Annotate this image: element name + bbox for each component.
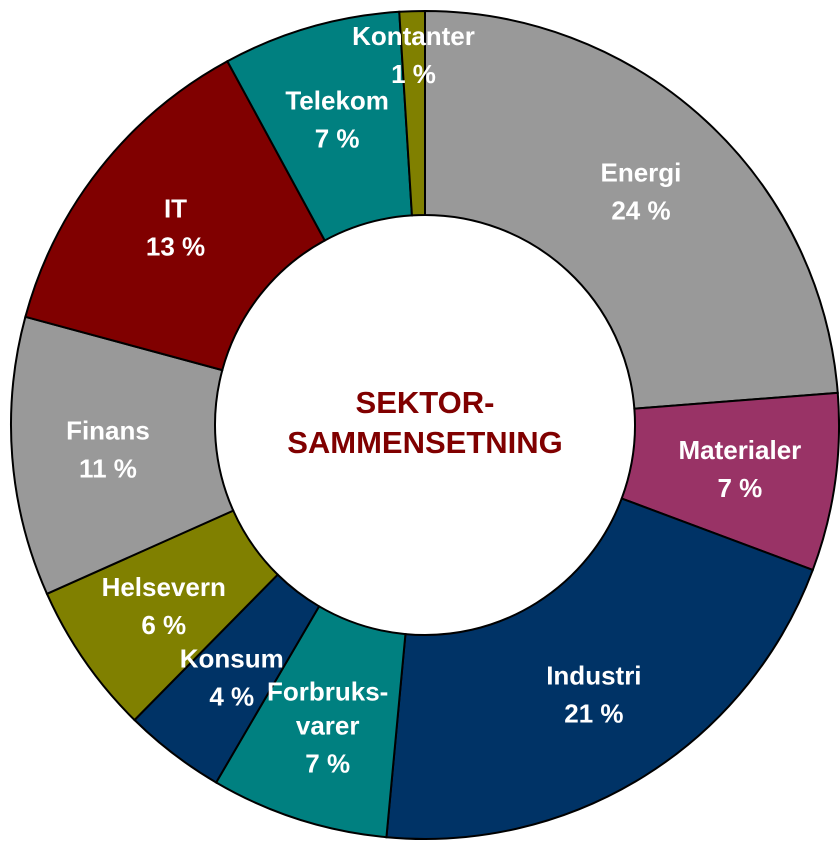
donut-slice — [385, 497, 815, 840]
donut-slice — [424, 9, 839, 410]
slice-label: IT — [164, 194, 187, 224]
slice-value-label: 1 % — [391, 59, 436, 89]
donut-slice — [10, 315, 235, 596]
slice-value-label: 4 % — [209, 681, 254, 711]
slice-label: Energi — [600, 157, 681, 187]
slice-value-label: 7 % — [717, 473, 762, 503]
slice-label: Finans — [66, 416, 150, 446]
slice-value-label: 6 % — [141, 610, 186, 640]
slice-label: Helsevern — [102, 572, 226, 602]
slice-label: Materialer — [678, 435, 801, 465]
slice-value-label: 7 % — [315, 123, 360, 153]
donut-slice — [24, 59, 327, 372]
slice-label: Industri — [546, 660, 641, 690]
slice-label: Konsum — [180, 643, 284, 673]
donut-slice — [398, 9, 426, 217]
slice-value-label: 24 % — [611, 195, 670, 225]
slice-value-label: 21 % — [564, 698, 623, 728]
slice-value-label: 13 % — [146, 232, 205, 262]
slice-label: Kontanter — [352, 21, 475, 51]
slice-value-label: 7 % — [305, 749, 350, 779]
chart-title: SEKTOR-SAMMENSETNING — [287, 385, 563, 460]
slice-label: Telekom — [285, 85, 389, 115]
slice-value-label: 11 % — [79, 454, 137, 484]
slice-label: Forbruks-varer — [267, 677, 388, 741]
